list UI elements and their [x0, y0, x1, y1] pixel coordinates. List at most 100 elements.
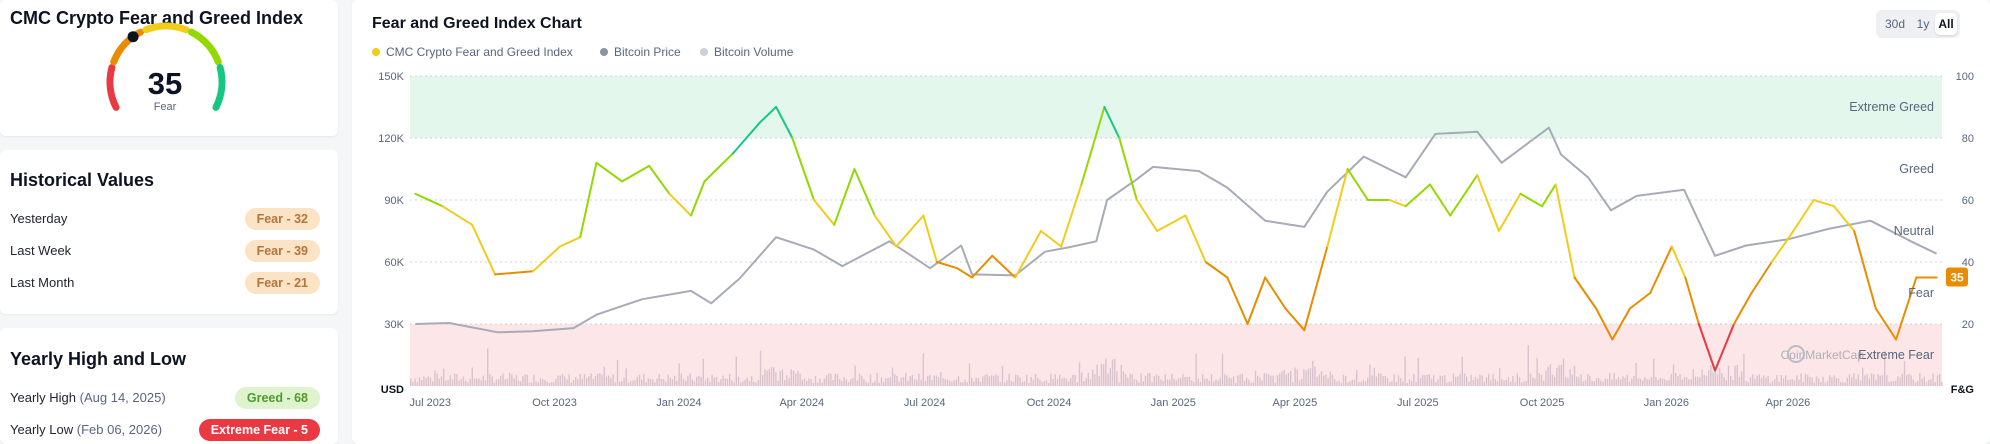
volume-bar — [1250, 382, 1252, 386]
volume-bar — [608, 375, 610, 386]
volume-bar — [667, 374, 669, 386]
yearly-low-row: Yearly Low (Feb 06, 2026) — [10, 422, 162, 437]
volume-bar — [759, 350, 762, 386]
volume-bar — [1325, 374, 1327, 386]
coinmarketcap-logo-icon — [1787, 345, 1805, 363]
volume-bar — [546, 381, 548, 386]
volume-bar — [1162, 380, 1164, 386]
volume-bar — [1149, 373, 1151, 386]
volume-bar — [599, 373, 601, 386]
range-all-button[interactable]: All — [1935, 13, 1957, 35]
volume-bar — [1263, 373, 1265, 386]
volume-bar — [515, 375, 517, 386]
x-tick: Oct 2025 — [1520, 397, 1565, 409]
volume-bar — [1481, 375, 1483, 386]
volume-bar — [1936, 375, 1939, 386]
volume-bar — [462, 376, 465, 386]
gauge-segment — [212, 64, 226, 111]
volume-bar — [1606, 379, 1609, 386]
volume-bar — [1837, 378, 1840, 386]
volume-bar — [726, 378, 729, 386]
volume-bar — [1169, 379, 1171, 386]
legend-fear-greed[interactable]: CMC Crypto Fear and Greed Index — [372, 45, 573, 59]
volume-bar — [1584, 380, 1587, 386]
volume-bar — [825, 375, 828, 386]
volume-bar — [1914, 382, 1917, 386]
volume-bar — [1039, 379, 1041, 386]
volume-bar — [1485, 377, 1488, 386]
volume-bar — [1210, 374, 1213, 386]
volume-bar — [1078, 362, 1081, 386]
range-1y-button[interactable]: 1y — [1916, 17, 1930, 31]
volume-bar — [933, 375, 935, 386]
volume-bar — [654, 382, 656, 386]
volume-bar — [1083, 381, 1085, 386]
volume-bar — [1224, 374, 1226, 386]
volume-bar — [1400, 378, 1402, 386]
volume-bar — [1745, 381, 1747, 386]
volume-bar — [993, 375, 995, 386]
volume-bar — [733, 382, 735, 386]
y-left-tick: 60K — [384, 257, 404, 269]
volume-bar — [1518, 377, 1521, 386]
volume-bar — [792, 370, 795, 386]
volume-bar — [522, 376, 524, 386]
volume-bar — [889, 377, 891, 386]
volume-bar — [511, 374, 513, 386]
volume-bar — [990, 375, 993, 386]
volume-bar — [973, 381, 975, 386]
volume-bar — [1184, 376, 1186, 386]
volume-bar — [757, 379, 759, 386]
volume-bar — [1155, 374, 1158, 386]
volume-bar — [513, 378, 515, 386]
volume-bar — [1259, 377, 1261, 386]
volume-bar — [960, 382, 962, 386]
volume-bar — [1285, 374, 1287, 386]
legend-bitcoin-price[interactable]: Bitcoin Price — [600, 45, 681, 59]
volume-bar — [1774, 379, 1776, 386]
volume-bar — [1661, 378, 1664, 386]
volume-bar — [1160, 379, 1162, 386]
fg-segment — [1573, 276, 1598, 310]
volume-bar — [489, 374, 491, 386]
volume-bar — [588, 376, 590, 386]
volume-bar — [1813, 382, 1815, 386]
volume-bar — [1257, 375, 1259, 386]
volume-bar — [445, 380, 447, 386]
volume-bar — [803, 378, 806, 386]
volume-bar — [1235, 382, 1237, 386]
gauge-title: CMC Crypto Fear and Greed Index — [10, 8, 304, 28]
volume-bar — [1600, 380, 1602, 386]
volume-bar — [1444, 375, 1446, 386]
volume-bar — [1743, 353, 1745, 386]
y-right-tick: 80 — [1962, 133, 1974, 145]
volume-bar — [786, 375, 788, 386]
volume-bar — [1470, 374, 1472, 386]
volume-bar — [883, 381, 885, 386]
x-tick: Oct 2024 — [1027, 397, 1072, 409]
volume-bar — [918, 373, 920, 386]
volume-bar — [762, 375, 764, 386]
volume-bar — [1789, 379, 1791, 386]
range-30d-button[interactable]: 30d — [1884, 17, 1906, 31]
volume-bar — [1043, 381, 1045, 386]
fg-segment — [956, 267, 974, 279]
fg-segment — [1895, 276, 1918, 341]
volume-bar — [1811, 377, 1813, 386]
volume-bar — [1059, 374, 1061, 386]
volume-bar — [1633, 375, 1635, 386]
legend-bitcoin-volume[interactable]: Bitcoin Volume — [700, 45, 793, 59]
volume-bar — [1347, 382, 1349, 386]
volume-bar — [1624, 377, 1626, 386]
volume-bar — [1056, 379, 1059, 386]
volume-bar — [1664, 379, 1666, 386]
volume-bar — [1378, 373, 1380, 386]
volume-bar — [1683, 377, 1686, 386]
volume-bar — [1820, 382, 1822, 386]
volume-bar — [1373, 367, 1375, 386]
volume-bar — [1237, 375, 1239, 386]
volume-bar — [1901, 373, 1903, 386]
fg-segment — [1476, 174, 1500, 232]
y-right-tick: 100 — [1956, 71, 1974, 83]
volume-bar — [1851, 377, 1853, 386]
